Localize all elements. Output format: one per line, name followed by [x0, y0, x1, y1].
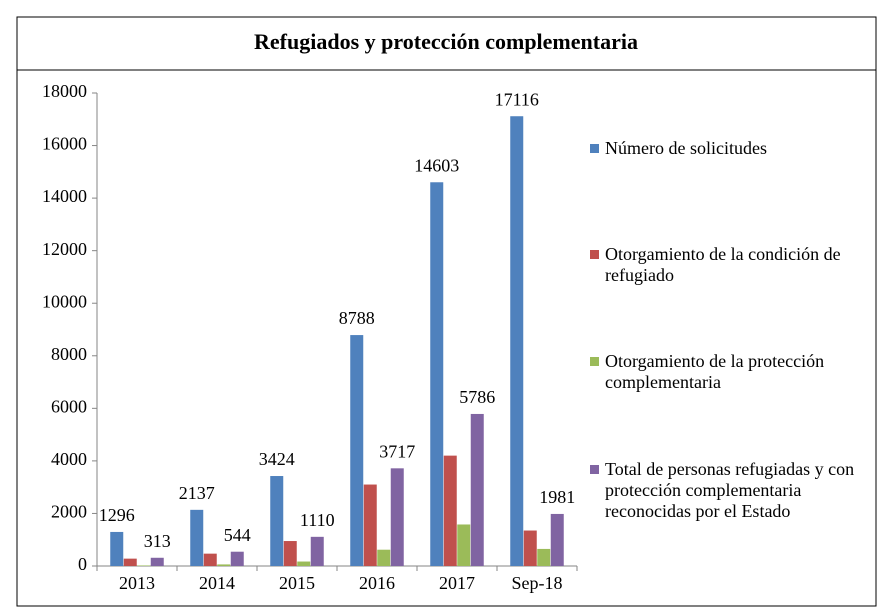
bar [297, 561, 311, 566]
data-label: 14603 [414, 155, 459, 175]
legend-entry: Total de personas refugiadas y con prote… [590, 459, 870, 522]
bar [110, 531, 124, 566]
legend-entry: Otorgamiento de la condición de refugiad… [590, 244, 870, 286]
bar [443, 455, 457, 566]
data-label: 1981 [539, 487, 575, 507]
bar [203, 553, 217, 566]
bar [457, 524, 471, 566]
legend-swatch [590, 465, 599, 474]
bar [550, 513, 564, 566]
y-tick-label: 0 [78, 554, 87, 574]
x-tick-label: 2016 [359, 573, 395, 593]
bar [377, 549, 391, 566]
x-tick-label: 2013 [119, 573, 155, 593]
y-tick-label: 14000 [42, 186, 87, 206]
y-tick-label: 6000 [51, 396, 87, 416]
bar [310, 536, 324, 566]
legend-label: Otorgamiento de la protección complement… [605, 351, 825, 392]
legend-label: Otorgamiento de la condición de refugiad… [605, 244, 841, 285]
legend-label: Número de solicitudes [605, 138, 767, 158]
chart-box [16, 69, 877, 607]
data-label: 3717 [379, 441, 415, 461]
legend-swatch [590, 144, 599, 153]
bar [137, 565, 151, 566]
bar [470, 413, 484, 566]
legend-swatch [590, 357, 599, 366]
data-label: 2137 [179, 483, 215, 503]
legend-entry: Otorgamiento de la protección complement… [590, 351, 870, 393]
bar [523, 530, 537, 566]
x-tick-label: 2014 [199, 573, 235, 593]
data-label: 3424 [259, 449, 295, 469]
x-tick-label: Sep-18 [512, 573, 563, 593]
bar [123, 558, 137, 566]
bar [217, 564, 231, 566]
y-tick-label: 8000 [51, 344, 87, 364]
bar [150, 557, 164, 566]
data-label: 1296 [99, 505, 135, 525]
data-label: 313 [144, 531, 171, 551]
data-label: 8788 [339, 308, 375, 328]
bar [350, 335, 364, 566]
y-tick-label: 16000 [42, 134, 87, 154]
y-tick-label: 10000 [42, 291, 87, 311]
bar [510, 116, 524, 566]
bar [190, 509, 204, 566]
y-tick-label: 2000 [51, 502, 87, 522]
legend-swatch [590, 250, 599, 259]
bar [230, 551, 244, 566]
data-label: 544 [224, 525, 251, 545]
bar [363, 484, 377, 566]
legend-entry: Número de solicitudes [590, 138, 870, 159]
x-tick-label: 2017 [439, 573, 475, 593]
bar [283, 541, 297, 566]
chart-title: Refugiados y protección complementaria [254, 29, 638, 54]
legend-label: Total de personas refugiadas y con prote… [605, 459, 855, 521]
x-tick-label: 2015 [279, 573, 315, 593]
bar [537, 548, 551, 566]
y-tick-label: 4000 [51, 449, 87, 469]
bar [390, 468, 404, 566]
y-tick-label: 12000 [42, 239, 87, 259]
data-label: 17116 [495, 89, 539, 109]
y-tick-label: 18000 [42, 81, 87, 101]
data-label: 5786 [459, 387, 495, 407]
data-label: 1110 [300, 510, 335, 530]
bar [430, 182, 444, 566]
bar [270, 476, 284, 566]
